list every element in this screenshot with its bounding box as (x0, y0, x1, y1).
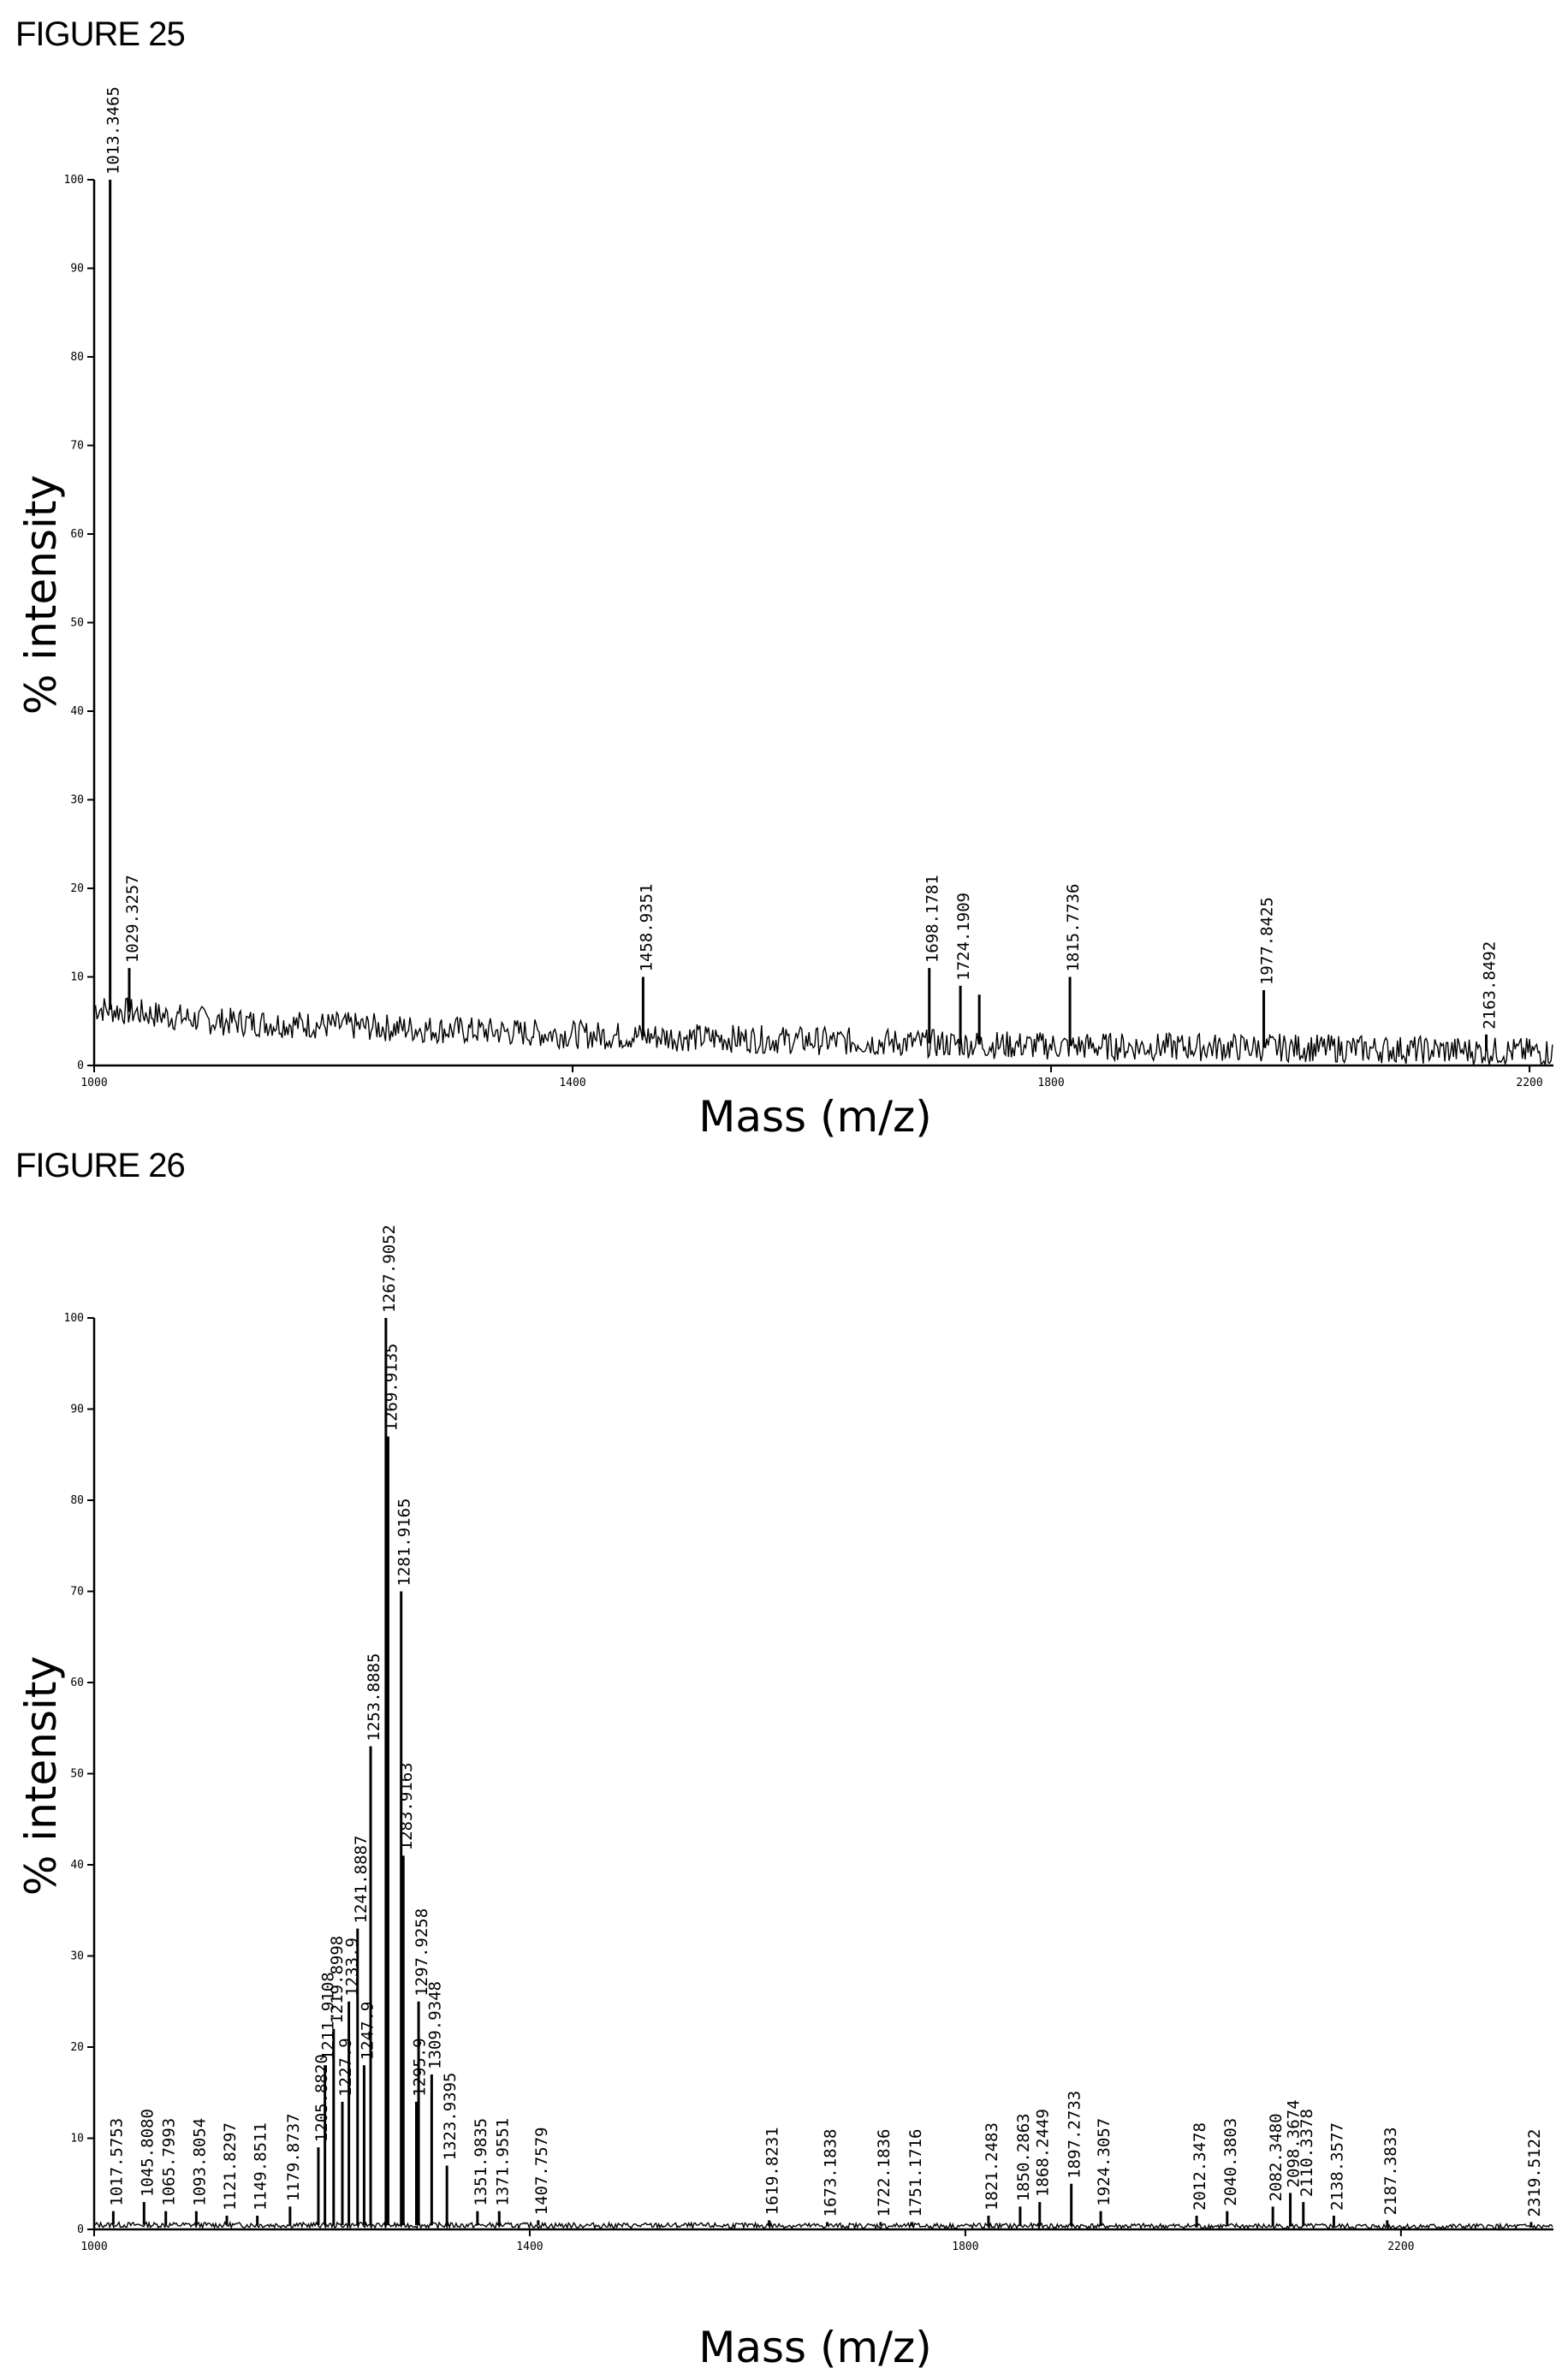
spectrum-trace (93, 997, 1553, 1066)
y-tick-label: 90 (70, 1404, 84, 1416)
figure-25-label: FIGURE 25 (15, 15, 186, 53)
peak-label: 2082.3480 (1267, 2113, 1286, 2201)
peak-label: 1253.8885 (365, 1653, 383, 1742)
peak-label: 1850.2863 (1014, 2113, 1033, 2201)
peak-label: 1121.8297 (221, 2122, 240, 2211)
peak-label: 1267.9052 (380, 1225, 399, 1313)
y-tick-label: 100 (64, 174, 84, 187)
y-tick-label: 90 (70, 263, 84, 276)
peak-label: 2319.5122 (1525, 2129, 1544, 2217)
peak-label: 1897.2733 (1066, 2091, 1084, 2179)
y-tick-label: 100 (64, 1312, 84, 1325)
x-axis-title: Mass (m/z) (698, 1092, 932, 1142)
peak-label: 1977.8425 (1258, 897, 1277, 985)
peak-label: 1233.9 (343, 1938, 362, 1997)
peak-label: 1924.3057 (1095, 2118, 1114, 2206)
peak-label: 2098.3674 (1285, 2099, 1304, 2187)
peak-label: 1309.9348 (425, 1981, 444, 2069)
peak-label: 1227.9 (336, 2038, 355, 2097)
peak-label: 2163.8492 (1481, 941, 1500, 1030)
peak-label: 1371.9551 (493, 2118, 512, 2206)
peak-label: 1722.1836 (875, 2129, 894, 2217)
y-tick-label: 0 (77, 2223, 84, 2236)
peak-label: 1269.9135 (382, 1343, 401, 1431)
y-tick-label: 30 (70, 794, 84, 807)
y-tick-label: 80 (70, 1494, 84, 1507)
y-tick-label: 70 (70, 1586, 84, 1599)
peak-label: 1619.8231 (763, 2127, 782, 2215)
peak-label: 1868.2449 (1034, 2109, 1053, 2197)
peak-label: 1205.8820 (312, 2054, 331, 2142)
spectrum-trace (93, 2220, 1553, 2232)
y-tick-label: 50 (70, 1768, 84, 1781)
x-tick-label: 1000 (80, 2241, 107, 2253)
peak-label: 1673.1838 (822, 2129, 840, 2217)
y-tick-label: 70 (70, 440, 84, 453)
peak-label: 2110.3378 (1298, 2109, 1316, 2197)
peak-label: 1297.9258 (413, 1908, 431, 1997)
peak-label: 1017.5753 (107, 2118, 126, 2206)
x-tick-label: 1000 (80, 1077, 107, 1089)
y-axis-title: % intensity (16, 475, 66, 715)
peak-label: 1029.3257 (123, 875, 142, 963)
y-axis-title: % intensity (16, 1656, 66, 1896)
peak-label: 1065.7993 (160, 2118, 179, 2206)
peak-label: 1698.1781 (924, 875, 942, 963)
y-tick-label: 30 (70, 1950, 84, 1963)
peak-label: 2187.3833 (1381, 2127, 1400, 2215)
peak-label: 1407.7579 (532, 2127, 551, 2215)
peak-label: 1219.8998 (328, 1936, 347, 2024)
y-tick-label: 60 (70, 1677, 84, 1689)
x-tick-label: 1800 (1037, 1077, 1064, 1089)
x-tick-label: 2200 (1387, 2241, 1414, 2253)
x-tick-label: 1800 (952, 2241, 978, 2253)
y-tick-label: 40 (70, 1859, 84, 1872)
peak-label: 1247.9 (358, 2002, 377, 2061)
y-tick-label: 50 (70, 617, 84, 630)
peak-label: 1013.3465 (104, 86, 123, 175)
peak-label: 1241.8887 (352, 1836, 371, 1924)
peak-label: 2138.3577 (1327, 2122, 1346, 2211)
y-tick-label: 40 (70, 705, 84, 718)
peak-label: 1724.1909 (954, 893, 973, 981)
peak-label: 1149.8511 (252, 2122, 270, 2211)
peak-label: 1815.7736 (1064, 884, 1083, 972)
y-tick-label: 20 (70, 882, 84, 895)
peak-label: 1751.1716 (906, 2129, 925, 2217)
y-tick-label: 60 (70, 528, 84, 541)
peak-label: 2040.3803 (1221, 2118, 1240, 2206)
mass-spectrum-chart-25: 0 10 20 30 40 50 60 70 80 90 100 1000 1400 1800 2200 % … (16, 86, 1553, 1142)
peak-label: 1821.2483 (983, 2122, 1001, 2211)
peak-label: 2012.3478 (1191, 2122, 1209, 2211)
y-tick-label: 10 (70, 971, 84, 984)
peak-label: 1093.8054 (190, 2118, 209, 2206)
y-tick-label: 0 (77, 1059, 84, 1072)
y-tick-label: 80 (70, 351, 84, 364)
figure-26-label: FIGURE 26 (15, 1147, 186, 1184)
x-tick-label: 1400 (516, 2241, 543, 2253)
x-tick-label: 2200 (1516, 1077, 1542, 1089)
peak-label: 1458.9351 (637, 884, 656, 972)
x-axis-title: Mass (m/z) (698, 2323, 932, 2372)
y-tick-label: 20 (70, 2041, 84, 2054)
y-tick-label: 10 (70, 2133, 84, 2146)
peak-label: 1179.8737 (284, 2113, 303, 2201)
x-tick-label: 1400 (559, 1077, 585, 1089)
peak-label: 1283.9163 (397, 1762, 416, 1850)
peak-label: 1281.9165 (395, 1499, 414, 1587)
peak-label: 1351.9835 (472, 2118, 490, 2206)
peak-label: 1323.9395 (441, 2072, 460, 2160)
peak-label: 1045.8080 (138, 2109, 157, 2197)
